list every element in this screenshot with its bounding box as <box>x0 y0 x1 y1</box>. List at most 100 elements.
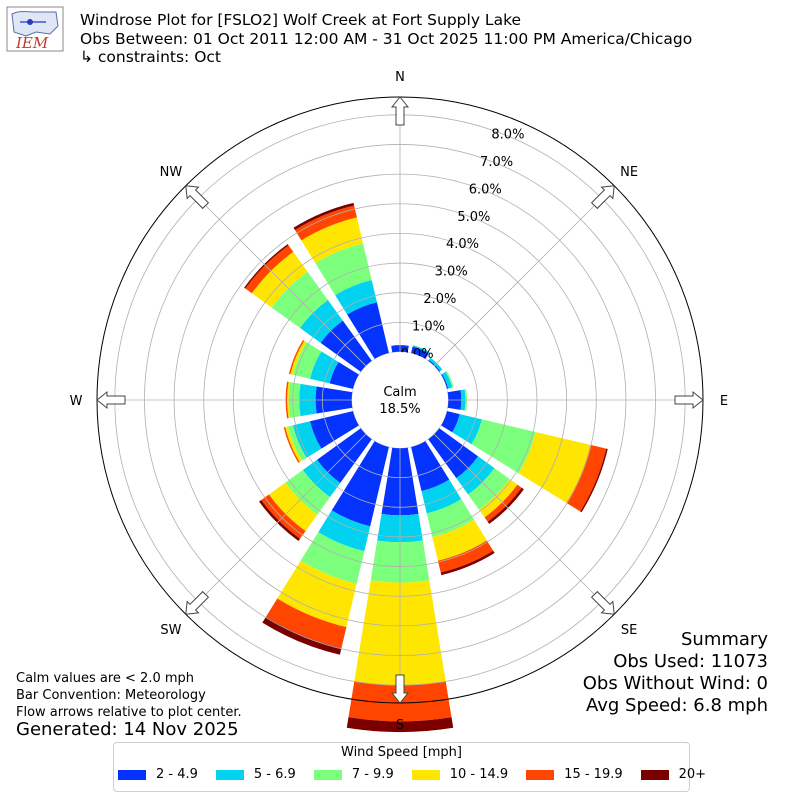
bar-wsw-bin1 <box>292 421 322 458</box>
note-calm: Calm values are < 2.0 mph <box>16 671 195 686</box>
bar-ese-bin5 <box>580 448 608 513</box>
radial-gridline <box>433 185 615 367</box>
legend-label: 7 - 9.9 <box>351 767 394 782</box>
legend-item: 7 - 9.9 <box>313 767 394 782</box>
radial-gridline <box>185 433 367 615</box>
ring-gridline <box>321 321 479 479</box>
bar-nnw-bin5 <box>293 202 355 231</box>
legend-items: 2 - 4.9 5 - 6.9 7 - 9.9 10 - 14.9 15 - 19.9 2… <box>118 767 724 782</box>
flow-arrow-icon <box>185 185 210 210</box>
chart-constraints: ↳ constraints: Oct <box>80 48 221 66</box>
bar-s-bin5 <box>346 717 454 733</box>
legend-swatch <box>313 769 342 780</box>
windrose-labels: 0.0%1.0%2.0%3.0%4.0%5.0%6.0%7.0%8.0%NNEE… <box>70 70 729 733</box>
direction-label-sw: SW <box>160 623 181 638</box>
note-arrows: Flow arrows relative to plot center. <box>16 705 242 720</box>
legend-item: 2 - 4.9 <box>118 767 198 782</box>
bar-nnw-bin4 <box>294 205 357 241</box>
summary-obs-used: Obs Used: 11073 <box>613 651 768 672</box>
calm-value: 18.5% <box>379 402 420 417</box>
summary-heading: Summary <box>681 629 768 650</box>
legend-label: 10 - 14.9 <box>449 767 509 782</box>
bar-wnw-bin1 <box>309 351 339 384</box>
legend-item: 15 - 19.9 <box>526 767 623 782</box>
direction-label-se: SE <box>621 623 637 638</box>
bar-ese-bin4 <box>566 444 607 512</box>
bar-se-bin5 <box>487 487 524 524</box>
chart-subtitle: Obs Between: 01 Oct 2011 12:00 AM - 31 O… <box>80 30 693 48</box>
legend-swatch <box>526 769 555 780</box>
generated-date: Generated: 14 Nov 2025 <box>16 719 239 740</box>
legend-title: Wind Speed [mph] <box>341 745 462 760</box>
direction-label-n: N <box>395 70 405 85</box>
bar-ssw-bin1 <box>318 510 371 552</box>
direction-label-ne: NE <box>620 165 638 180</box>
legend-item: 5 - 6.9 <box>215 767 296 782</box>
bar-nnw-bin0 <box>347 302 389 360</box>
legend-swatch <box>118 769 146 780</box>
legend-swatch <box>215 769 244 780</box>
bar-ese-bin3 <box>518 431 591 503</box>
calm-label: Calm <box>383 385 416 400</box>
bar-nne-bin1 <box>412 345 430 354</box>
bar-wnw-bin3 <box>290 340 307 375</box>
ring-gridline <box>262 262 538 538</box>
legend: Wind Speed [mph] 2 - 4.9 5 - 6.9 7 - 9.9 10… <box>113 742 706 792</box>
iem-logo: IEM <box>6 6 64 52</box>
radial-tick-label: 2.0% <box>423 292 456 307</box>
direction-label-s: S <box>396 718 404 733</box>
bar-ssw-bin2 <box>300 532 365 584</box>
legend-swatch <box>411 769 440 780</box>
bar-sw-bin5 <box>259 499 301 541</box>
bar-sse-bin2 <box>426 499 475 538</box>
windrose-bars <box>244 202 608 733</box>
legend-label: 15 - 19.9 <box>564 767 623 782</box>
bar-nnw-bin1 <box>335 279 377 315</box>
radial-gridline <box>185 185 367 367</box>
bar-wsw-bin3 <box>285 426 302 463</box>
flow-arrow-icon <box>185 590 210 615</box>
logo-text: IEM <box>15 34 49 52</box>
bar-sse-bin1 <box>421 479 462 514</box>
legend-label: 2 - 4.9 <box>156 767 198 782</box>
summary-obs-without-wind: Obs Without Wind: 0 <box>582 673 768 694</box>
bar-wsw-bin2 <box>287 425 307 461</box>
flow-arrow-icon <box>590 185 615 210</box>
bar-wsw-bin0 <box>309 411 360 449</box>
ring-gridline <box>232 232 568 568</box>
direction-label-nw: NW <box>160 165 183 180</box>
radial-tick-label: 8.0% <box>491 128 524 143</box>
radial-gridline <box>433 433 615 615</box>
flow-arrow-icon <box>674 390 704 410</box>
summary-avg-speed: Avg Speed: 6.8 mph <box>586 695 768 716</box>
bar-wnw-bin0 <box>329 361 360 389</box>
radial-tick-label: 4.0% <box>446 237 479 252</box>
direction-label-w: W <box>70 394 83 409</box>
bar-sse-bin4 <box>437 540 494 573</box>
bar-ene-bin1 <box>442 371 453 389</box>
legend-label: 20+ <box>678 767 707 782</box>
bar-ene-bin2 <box>445 371 454 388</box>
direction-label-e: E <box>720 394 728 409</box>
note-convention: Bar Convention: Meteorology <box>16 688 206 703</box>
bar-ssw-bin4 <box>265 598 347 649</box>
bar-wnw-bin4 <box>288 339 305 375</box>
bar-nw-bin5 <box>244 244 289 289</box>
flow-arrow-icon <box>390 674 410 704</box>
bar-wnw-bin2 <box>292 342 322 379</box>
legend-swatch <box>640 769 669 780</box>
ring-gridline <box>173 173 627 627</box>
ring-gridline <box>292 292 508 508</box>
radial-tick-label: 3.0% <box>435 265 468 280</box>
radial-tick-label: 7.0% <box>480 155 513 170</box>
bar-nne-bin0 <box>411 346 429 360</box>
flow-arrow-icon <box>590 590 615 615</box>
radial-tick-label: 5.0% <box>457 210 490 225</box>
bar-ssw-bin0 <box>331 440 389 527</box>
bar-nnw-bin3 <box>301 217 364 264</box>
legend-item: 10 - 14.9 <box>411 767 509 782</box>
bar-ssw-bin3 <box>277 560 357 628</box>
flow-arrow-icon <box>96 390 126 410</box>
radial-tick-label: 1.0% <box>412 319 445 334</box>
